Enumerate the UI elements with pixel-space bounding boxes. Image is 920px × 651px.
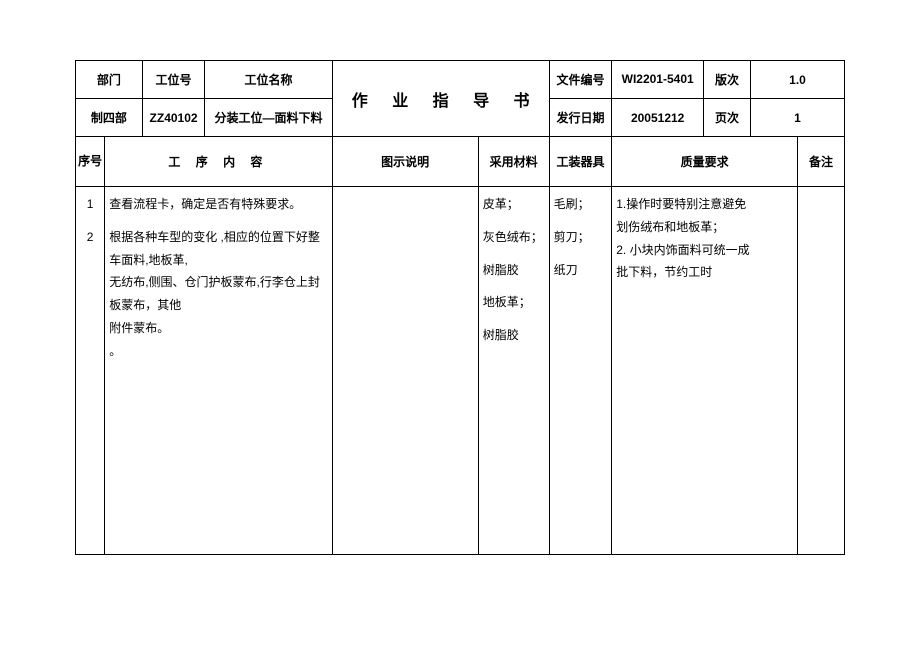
- label-doc-no: 文件编号: [549, 61, 612, 99]
- col-proc-content: 工 序 内 容: [105, 137, 332, 187]
- table-row: 1 2 查看流程卡，确定是否有特殊要求。 根据各种车型的变化 ,相应的位置下好整…: [76, 187, 845, 555]
- proc-line-2c: 附件蒙布。: [109, 317, 327, 340]
- material-2: 灰色绒布；: [483, 226, 545, 249]
- proc-line-1: 查看流程卡，确定是否有特殊要求。: [109, 193, 327, 216]
- value-station-name: 分装工位—面料下料: [205, 99, 332, 137]
- proc-line-2d: 。: [109, 340, 327, 363]
- material-4: 地板革；: [483, 291, 545, 314]
- column-header-row: 序号 工 序 内 容 图示说明 采用材料 工装器具 质量要求 备注: [76, 137, 845, 187]
- value-version: 1.0: [751, 61, 845, 99]
- cell-proc-content: 查看流程卡，确定是否有特殊要求。 根据各种车型的变化 ,相应的位置下好整车面料,…: [105, 187, 332, 555]
- material-3: 树脂胶: [483, 259, 545, 282]
- material-1: 皮革；: [483, 193, 545, 216]
- proc-line-2b: 无纺布,侧围、仓门护板蒙布,行李仓上封板蒙布，其他: [109, 271, 327, 317]
- proc-line-2a: 根据各种车型的变化 ,相应的位置下好整车面料,地板革,: [109, 226, 327, 272]
- label-version: 版次: [704, 61, 751, 99]
- cell-illustration: [332, 187, 478, 555]
- label-station-no: 工位号: [142, 61, 205, 99]
- col-quality: 质量要求: [612, 137, 798, 187]
- col-materials: 采用材料: [478, 137, 549, 187]
- quality-2a: 2. 小块内饰面料可统一成: [616, 239, 793, 262]
- col-tools: 工装器具: [549, 137, 612, 187]
- value-doc-no: WI2201-5401: [612, 61, 704, 99]
- col-seq: 序号: [76, 137, 105, 187]
- header-row-1: 部门 工位号 工位名称 作 业 指 导 书 文件编号 WI2201-5401 版…: [76, 61, 845, 99]
- label-page: 页次: [704, 99, 751, 137]
- value-issue-date: 20051212: [612, 99, 704, 137]
- tool-2: 剪刀；: [554, 226, 608, 249]
- cell-remark: [797, 187, 844, 555]
- material-5: 树脂胶: [483, 324, 545, 347]
- quality-1b: 划伤绒布和地板革；: [616, 216, 793, 239]
- document-title: 作 业 指 导 书: [332, 61, 549, 137]
- tool-3: 纸刀: [554, 259, 608, 282]
- cell-tools: 毛刷； 剪刀； 纸刀: [549, 187, 612, 555]
- quality-1a: 1.操作时要特别注意避免: [616, 193, 793, 216]
- value-page: 1: [751, 99, 845, 137]
- col-illustration: 图示说明: [332, 137, 478, 187]
- work-instruction-table: 部门 工位号 工位名称 作 业 指 导 书 文件编号 WI2201-5401 版…: [75, 60, 845, 555]
- quality-2b: 批下料，节约工时: [616, 261, 793, 284]
- tool-1: 毛刷；: [554, 193, 608, 216]
- value-dept: 制四部: [76, 99, 143, 137]
- label-issue-date: 发行日期: [549, 99, 612, 137]
- cell-quality: 1.操作时要特别注意避免 划伤绒布和地板革； 2. 小块内饰面料可统一成 批下料…: [612, 187, 798, 555]
- seq-2: 2: [80, 226, 100, 249]
- value-station-no: ZZ40102: [142, 99, 205, 137]
- label-station-name: 工位名称: [205, 61, 332, 99]
- col-remark: 备注: [797, 137, 844, 187]
- label-dept: 部门: [76, 61, 143, 99]
- cell-materials: 皮革； 灰色绒布； 树脂胶 地板革； 树脂胶: [478, 187, 549, 555]
- cell-seq: 1 2: [76, 187, 105, 555]
- seq-1: 1: [80, 193, 100, 216]
